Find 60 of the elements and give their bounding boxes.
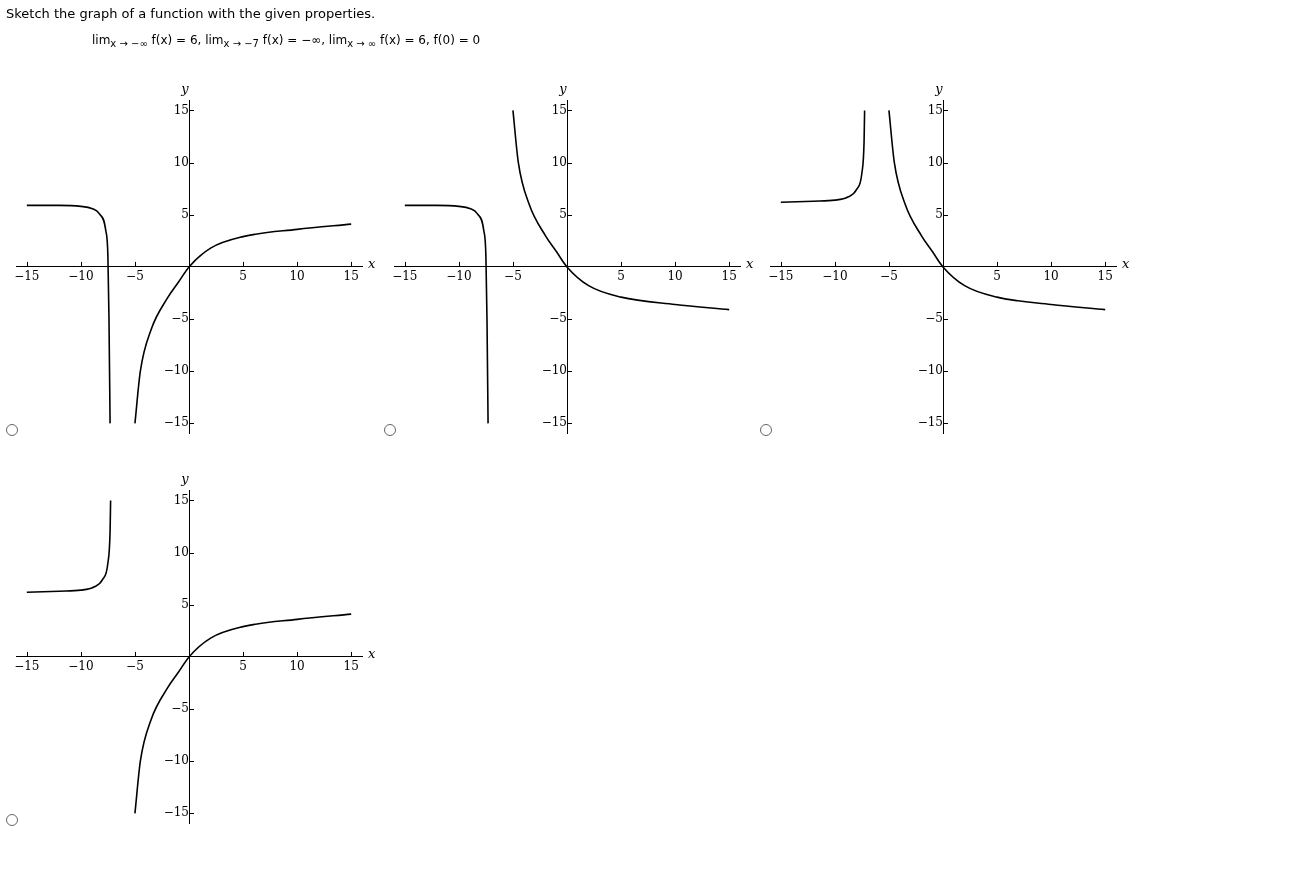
- x-tick-label: −10: [822, 269, 848, 284]
- x-tick-label: −5: [504, 269, 522, 284]
- y-tick-label: 10: [173, 544, 189, 559]
- x-tick-label: 10: [667, 269, 683, 284]
- y-tick-label: −15: [163, 805, 189, 820]
- y-axis-title: y: [558, 80, 568, 96]
- x-tick-label: −15: [392, 269, 418, 284]
- y-tick-label: 15: [551, 102, 567, 117]
- y-tick-label: −10: [917, 363, 943, 378]
- x-axis-title: x: [368, 256, 376, 272]
- x-tick-label: 5: [239, 269, 247, 284]
- x-tick-label: −5: [880, 269, 898, 284]
- x-tick-label: 15: [343, 269, 359, 284]
- y-tick-label: 10: [173, 154, 189, 169]
- x-tick-label: −5: [126, 269, 144, 284]
- x-tick-label: −15: [14, 269, 40, 284]
- y-axis-title: y: [934, 80, 944, 96]
- x-tick-label: 10: [289, 659, 305, 674]
- y-axis-title: y: [180, 80, 190, 96]
- y-tick-label: 5: [935, 206, 943, 221]
- y-tick-label: 5: [181, 596, 189, 611]
- line-series: [26, 499, 112, 594]
- y-tick-label: −10: [541, 363, 567, 378]
- y-tick-label: −5: [925, 311, 943, 326]
- x-tick-label: 15: [1097, 269, 1113, 284]
- x-tick-label: 15: [721, 269, 737, 284]
- y-tick-label: 5: [181, 206, 189, 221]
- x-tick-label: 5: [239, 659, 247, 674]
- chart-subtitle: lim$_{x → −∞}$ f(x) = 6, lim$_{x → −7}$ f(x) = −∞, lim$_{x → ∞}$ f(x) = 6, f(0) = 0: [92, 33, 481, 50]
- x-tick-label: 5: [617, 269, 625, 284]
- x-tick-label: −15: [768, 269, 794, 284]
- y-tick-label: 15: [927, 102, 943, 117]
- line-series: [780, 109, 866, 204]
- x-tick-label: −15: [14, 659, 40, 674]
- y-axis-title: y: [180, 470, 190, 486]
- x-tick-label: −10: [68, 269, 94, 284]
- y-tick-label: 15: [173, 102, 189, 117]
- x-axis-title: x: [1122, 256, 1130, 272]
- x-tick-label: 10: [289, 269, 305, 284]
- y-tick-label: −5: [171, 311, 189, 326]
- y-tick-label: 5: [559, 206, 567, 221]
- y-tick-label: −5: [171, 701, 189, 716]
- y-tick-label: 15: [173, 492, 189, 507]
- x-tick-label: −10: [446, 269, 472, 284]
- x-tick-label: −10: [68, 659, 94, 674]
- y-tick-label: −10: [163, 753, 189, 768]
- x-tick-label: −5: [126, 659, 144, 674]
- x-axis-title: x: [368, 646, 376, 662]
- y-tick-label: −10: [163, 363, 189, 378]
- y-tick-label: −15: [917, 415, 943, 430]
- x-tick-label: 5: [993, 269, 1001, 284]
- y-tick-label: 10: [927, 154, 943, 169]
- y-tick-label: −5: [549, 311, 567, 326]
- x-tick-label: 10: [1043, 269, 1059, 284]
- y-tick-label: 10: [551, 154, 567, 169]
- y-tick-label: −15: [541, 415, 567, 430]
- x-tick-label: 15: [343, 659, 359, 674]
- chart-title: Sketch the graph of a function with the given properties.: [6, 6, 377, 21]
- x-axis-title: x: [746, 256, 754, 272]
- y-tick-label: −15: [163, 415, 189, 430]
